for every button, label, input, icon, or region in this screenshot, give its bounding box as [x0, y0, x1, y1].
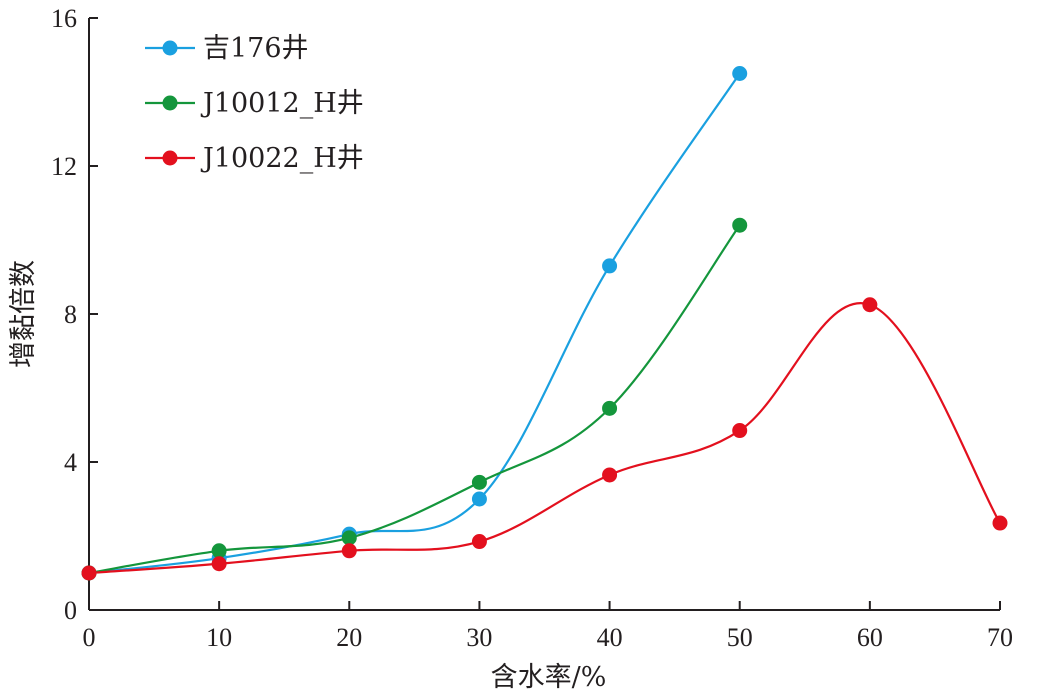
- x-axis-title: 含水率/%: [491, 662, 607, 693]
- y-tick-label: 16: [51, 4, 77, 33]
- legend-label: J10022_H井: [200, 143, 364, 174]
- data-point: [862, 297, 878, 313]
- data-point: [732, 423, 748, 439]
- data-point: [471, 534, 487, 550]
- x-tick-label: 10: [206, 623, 232, 652]
- y-tick-label: 4: [64, 448, 77, 477]
- x-tick-label: 60: [857, 623, 883, 652]
- axes: 0 10 20 30 40 50 60 70 0 4 8 12 16: [51, 4, 1013, 652]
- legend: 吉176井 J10012_H井 J10022_H井: [145, 33, 364, 174]
- data-point: [732, 66, 748, 81]
- legend-marker: [162, 150, 178, 166]
- series-line: [88, 224, 741, 575]
- x-tick-label: 50: [727, 623, 753, 652]
- legend-item: J10022_H井: [145, 143, 364, 174]
- data-point: [732, 217, 748, 233]
- x-tick-label: 70: [987, 623, 1013, 652]
- data-point: [992, 515, 1008, 531]
- data-point: [211, 543, 227, 559]
- x-tick-label: 0: [83, 623, 96, 652]
- data-point: [602, 467, 618, 483]
- data-point: [211, 556, 227, 572]
- series-2: [88, 224, 741, 575]
- legend-item: 吉176井: [145, 33, 309, 64]
- series-line: [88, 301, 1001, 575]
- y-axis-title: 增黏倍数: [8, 260, 39, 368]
- data-point: [341, 530, 357, 546]
- series-3: [88, 301, 1001, 575]
- legend-item: J10012_H井: [145, 88, 364, 119]
- legend-label: 吉176井: [203, 33, 309, 64]
- series-layer: [81, 66, 1008, 581]
- series-line: [88, 72, 741, 575]
- data-point: [602, 258, 618, 274]
- series-3-points: [81, 297, 1008, 581]
- data-point: [471, 474, 487, 490]
- data-point: [81, 565, 97, 581]
- x-tick-label: 30: [466, 623, 492, 652]
- data-point: [471, 491, 487, 507]
- y-tick-label: 0: [64, 596, 77, 625]
- legend-marker: [162, 95, 178, 111]
- series-1-points: [81, 66, 748, 581]
- series-1: [88, 72, 741, 575]
- x-tick-label: 40: [597, 623, 623, 652]
- data-point: [341, 543, 357, 559]
- y-tick-label: 8: [64, 300, 77, 329]
- y-tick-label: 12: [51, 152, 77, 181]
- x-tick-label: 20: [336, 623, 362, 652]
- series-2-points: [81, 217, 748, 581]
- legend-label: J10012_H井: [200, 88, 364, 119]
- data-point: [602, 400, 618, 416]
- legend-marker: [162, 40, 178, 56]
